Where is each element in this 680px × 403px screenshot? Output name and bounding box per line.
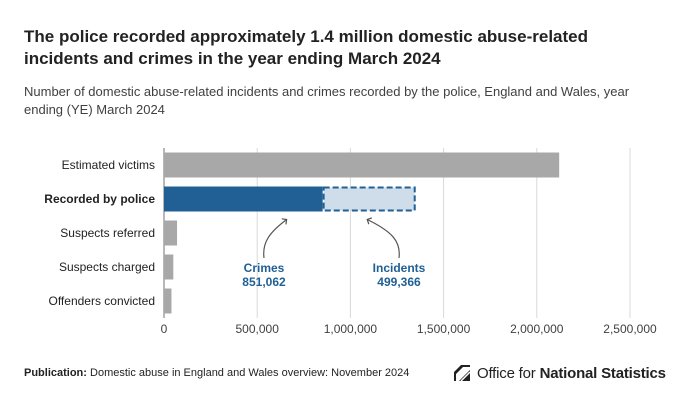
- chart-subtitle: Number of domestic abuse-related inciden…: [24, 84, 630, 117]
- bar-segment-incidents: [322, 186, 416, 212]
- x-tick-label: 1,000,000: [324, 322, 378, 336]
- x-tick-label: 0: [161, 322, 168, 336]
- chart-title: The police recorded approximately 1.4 mi…: [24, 27, 589, 68]
- annotation-crimes-name: Crimes: [244, 261, 285, 275]
- category-label: Recorded by police: [44, 192, 155, 206]
- publication-text: Domestic abuse in England and Wales over…: [90, 367, 410, 379]
- x-tick-label: 2,500,000: [603, 322, 657, 336]
- brand-name-bold: National Statistics: [539, 364, 666, 382]
- bar: [164, 152, 560, 178]
- ons-brand: Office for National Statistics: [452, 362, 666, 384]
- publication-footer: Publication: Domestic abuse in England a…: [24, 367, 409, 379]
- bar-segment-crimes: [164, 186, 323, 212]
- annotation-crimes-value: 851,062: [242, 275, 286, 289]
- x-tick-label: 500,000: [236, 322, 280, 336]
- annotation-incidents-value: 499,366: [377, 275, 421, 289]
- bar: [164, 288, 172, 314]
- bar: [164, 220, 178, 246]
- bar: [164, 254, 174, 280]
- ons-brand-name: Office for National Statistics: [477, 365, 666, 382]
- x-tick-label: 2,000,000: [510, 322, 564, 336]
- annotation-incidents-name: Incidents: [373, 261, 426, 275]
- brand-name-regular: Office for: [477, 364, 536, 382]
- ons-logo-icon: [454, 365, 471, 382]
- category-label: Suspects charged: [59, 260, 155, 274]
- x-tick-label: 1,500,000: [417, 322, 471, 336]
- category-label: Estimated victims: [62, 158, 155, 172]
- annotation-crimes-arrow: [263, 218, 288, 259]
- category-label: Suspects referred: [60, 226, 155, 240]
- category-label: Offenders convicted: [48, 294, 155, 308]
- annotation-incidents-arrow: [366, 217, 400, 259]
- publication-label: Publication:: [24, 367, 87, 379]
